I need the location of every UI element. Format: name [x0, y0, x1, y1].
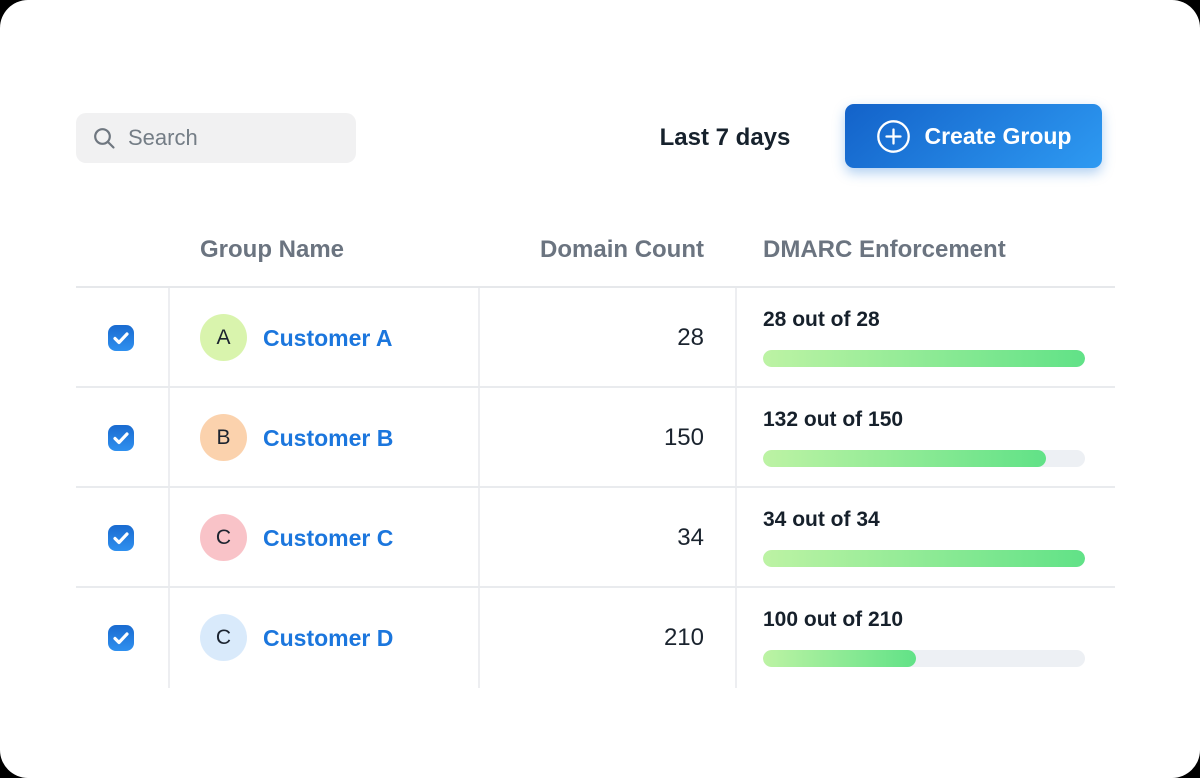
checkmark-icon — [113, 332, 129, 345]
dmarc-progress-track — [763, 350, 1085, 367]
domain-count-value: 150 — [478, 388, 704, 488]
dmarc-progress-fill — [763, 650, 916, 667]
row-checkbox[interactable] — [108, 525, 134, 551]
avatar: C — [200, 514, 247, 561]
avatar-letter: C — [216, 626, 231, 650]
table-row: C Customer C 34 34 out of 34 — [76, 488, 1115, 588]
dmarc-ratio-label: 100 out of 210 — [763, 605, 903, 635]
dmarc-progress-fill — [763, 450, 1046, 467]
group-name-link[interactable]: Customer B — [263, 388, 393, 488]
dmarc-ratio-label: 34 out of 34 — [763, 505, 880, 535]
column-header-domain-count: Domain Count — [478, 232, 704, 268]
avatar: A — [200, 314, 247, 361]
dmarc-cell: 132 out of 150 — [763, 388, 1085, 488]
dashboard-card: Last 7 days Create Group Group Name Doma… — [0, 0, 1200, 778]
column-header-group-name: Group Name — [200, 232, 344, 268]
row-checkbox[interactable] — [108, 625, 134, 651]
avatar: C — [200, 614, 247, 661]
checkmark-icon — [113, 532, 129, 545]
dmarc-progress-track — [763, 550, 1085, 567]
group-name-link[interactable]: Customer D — [263, 588, 393, 688]
avatar-letter: B — [216, 426, 230, 450]
table-row: C Customer D 210 100 out of 210 — [76, 588, 1115, 688]
column-header-dmarc-enforcement: DMARC Enforcement — [763, 232, 1006, 268]
group-name-link[interactable]: Customer A — [263, 288, 393, 388]
avatar-letter: C — [216, 526, 231, 550]
dmarc-progress-track — [763, 650, 1085, 667]
search-box[interactable] — [76, 113, 356, 163]
checkmark-icon — [113, 432, 129, 445]
dmarc-cell: 28 out of 28 — [763, 288, 1085, 388]
table-row: B Customer B 150 132 out of 150 — [76, 388, 1115, 488]
row-checkbox[interactable] — [108, 325, 134, 351]
dmarc-cell: 100 out of 210 — [763, 588, 1085, 688]
plus-circle-icon — [876, 119, 911, 154]
domain-count-value: 34 — [478, 488, 704, 588]
search-input[interactable] — [128, 125, 328, 151]
create-group-button[interactable]: Create Group — [845, 104, 1102, 168]
checkmark-icon — [113, 632, 129, 645]
row-checkbox[interactable] — [108, 425, 134, 451]
search-icon — [92, 126, 117, 151]
group-name-label: Customer B — [263, 425, 393, 452]
dmarc-ratio-label: 132 out of 150 — [763, 405, 903, 435]
avatar-letter: A — [216, 326, 230, 350]
dmarc-progress-fill — [763, 350, 1085, 367]
group-name-link[interactable]: Customer C — [263, 488, 393, 588]
dmarc-progress-fill — [763, 550, 1085, 567]
group-name-label: Customer A — [263, 325, 393, 352]
domain-count-value: 28 — [478, 288, 704, 388]
dmarc-ratio-label: 28 out of 28 — [763, 305, 880, 335]
dmarc-progress-track — [763, 450, 1085, 467]
domain-count-value: 210 — [478, 588, 704, 688]
group-name-label: Customer C — [263, 525, 393, 552]
table-row: A Customer A 28 28 out of 28 — [76, 288, 1115, 388]
create-group-label: Create Group — [925, 123, 1072, 150]
group-name-label: Customer D — [263, 625, 393, 652]
avatar: B — [200, 414, 247, 461]
date-range-filter[interactable]: Last 7 days — [620, 113, 830, 163]
dmarc-cell: 34 out of 34 — [763, 488, 1085, 588]
